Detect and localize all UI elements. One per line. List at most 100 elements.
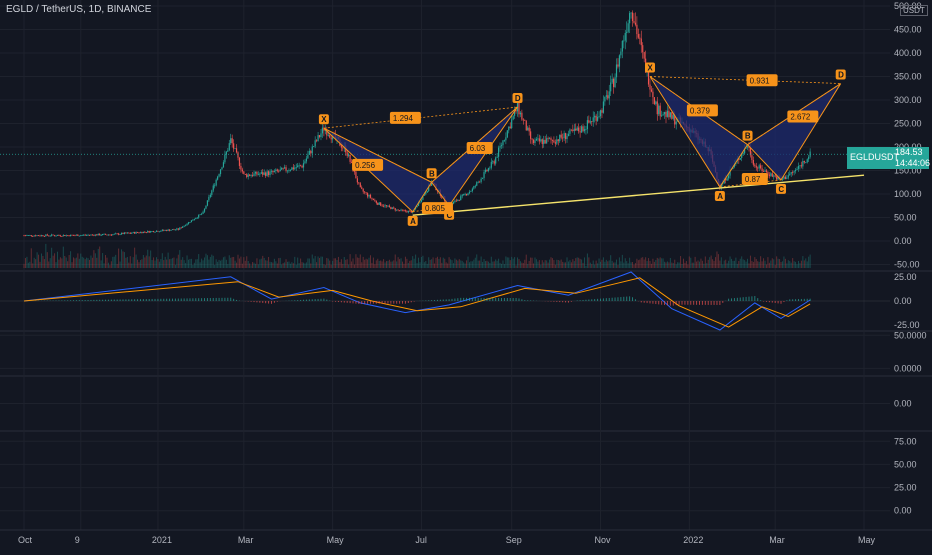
histogram-bar <box>347 301 348 303</box>
candle-body <box>112 234 113 235</box>
candle-body <box>306 158 307 161</box>
time-axis-tick: Sep <box>506 535 522 545</box>
candle-body <box>770 173 771 176</box>
volume-bar <box>239 259 240 268</box>
volume-bar <box>526 255 527 268</box>
currency-label[interactable]: USDT <box>900 5 928 16</box>
candle-body <box>379 203 380 205</box>
histogram-bar <box>146 299 147 301</box>
volume-bar <box>501 264 502 268</box>
volume-bar <box>418 258 419 268</box>
histogram-bar <box>705 301 706 305</box>
histogram-bar <box>731 298 732 301</box>
candle-body <box>265 173 266 176</box>
candle-body <box>64 235 65 236</box>
volume-bar <box>322 257 323 268</box>
volume-bar <box>197 259 198 268</box>
candle-body <box>636 25 637 34</box>
volume-bar <box>466 260 467 268</box>
volume-bar <box>245 261 246 268</box>
histogram-bar <box>670 301 671 306</box>
volume-bar <box>655 260 656 268</box>
candle-body <box>90 235 91 236</box>
histogram-bar <box>309 299 310 301</box>
candle-body <box>549 138 550 139</box>
histogram-bar <box>125 299 126 301</box>
volume-bar <box>751 261 752 268</box>
volume-bar <box>454 258 455 268</box>
candle-body <box>262 172 263 175</box>
histogram-bar <box>163 299 164 301</box>
volume-bar <box>495 259 496 268</box>
histogram-bar <box>719 301 720 305</box>
volume-bar <box>449 257 450 268</box>
volume-bar <box>194 263 195 268</box>
histogram-bar <box>553 301 554 302</box>
candle-body <box>497 157 498 158</box>
pane-axis-tick: 25.00 <box>894 483 917 493</box>
candle-body <box>304 161 305 163</box>
histogram-bar <box>676 301 677 305</box>
candle-body <box>491 162 492 168</box>
candle-body <box>501 145 502 146</box>
candle-body <box>103 234 104 235</box>
volume-bar <box>130 256 131 268</box>
candle-body <box>168 230 169 231</box>
volume-bar <box>280 258 281 268</box>
candle-body <box>756 166 757 168</box>
volume-bar <box>734 261 735 268</box>
volume-bar <box>406 259 407 268</box>
volume-bar <box>369 258 370 268</box>
candle-body <box>73 235 74 236</box>
volume-bar <box>235 261 236 268</box>
volume-bar <box>623 263 624 268</box>
volume-bar <box>108 263 109 268</box>
macd-axis-tick: -25.00 <box>894 320 920 330</box>
pattern-point-label: X <box>321 115 327 124</box>
volume-bar <box>328 259 329 268</box>
candle-body <box>204 209 205 212</box>
volume-bar <box>532 258 533 268</box>
volume-bar <box>101 260 102 268</box>
volume-bar <box>341 259 342 268</box>
candle-body <box>223 162 224 167</box>
volume-bar <box>195 259 196 268</box>
histogram-bar <box>684 301 685 305</box>
candle-body <box>351 162 352 163</box>
candle-body <box>60 235 61 236</box>
candle-body <box>478 182 479 183</box>
volume-bar <box>785 259 786 268</box>
volume-bar <box>607 261 608 268</box>
candle-body <box>584 129 585 131</box>
volume-bar <box>334 258 335 268</box>
volume-bar <box>615 262 616 268</box>
candle-body <box>198 215 199 218</box>
volume-bar <box>696 262 697 268</box>
volume-bar <box>556 260 557 268</box>
candle-body <box>511 119 512 128</box>
volume-bar <box>398 257 399 268</box>
volume-bar <box>555 265 556 268</box>
candle-body <box>534 140 535 143</box>
histogram-bar <box>778 301 779 303</box>
volume-bar <box>37 252 38 268</box>
volume-bar <box>632 262 633 268</box>
candle-body <box>488 168 489 171</box>
volume-bar <box>533 263 534 268</box>
volume-bar <box>673 263 674 268</box>
candle-body <box>590 121 591 122</box>
volume-bar <box>178 255 179 268</box>
candle-body <box>80 235 81 236</box>
volume-bar <box>633 265 634 268</box>
volume-bar <box>433 257 434 268</box>
volume-bar <box>140 260 141 268</box>
candle-body <box>591 121 592 122</box>
candle-body <box>350 155 351 162</box>
volume-bar <box>679 263 680 268</box>
volume-bars <box>24 244 811 268</box>
candle-body <box>676 122 677 125</box>
pattern-point-label: C <box>778 185 784 194</box>
histogram-bar <box>259 301 260 303</box>
